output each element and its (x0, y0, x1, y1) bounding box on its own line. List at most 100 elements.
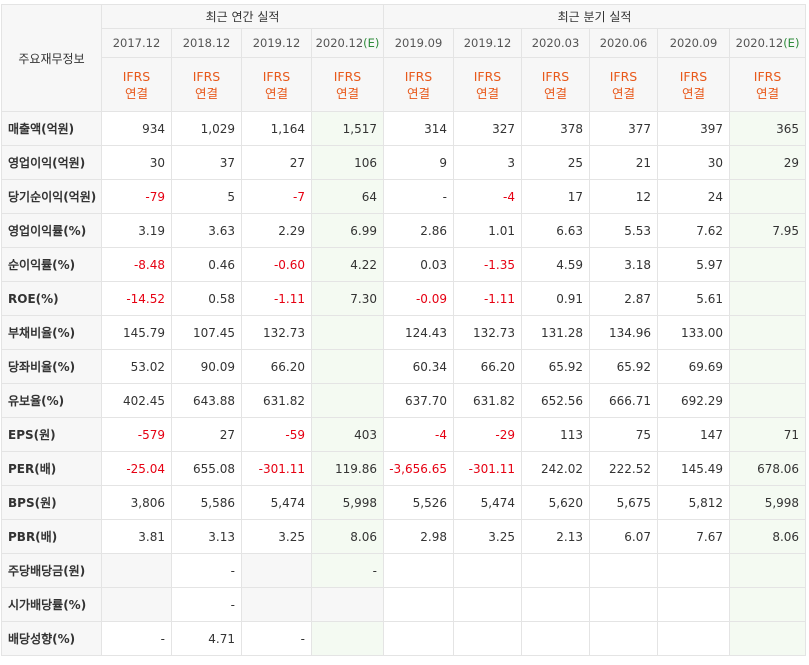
row-label-header: 주요재무정보 (1, 4, 102, 112)
table-cell (383, 553, 454, 588)
ifrs-line2: 연결 (756, 85, 780, 101)
row-label: 매출액(억원) (1, 111, 102, 146)
table-cell: -4 (383, 417, 454, 452)
ifrs-line1: IFRS (609, 68, 638, 84)
row-label: 영업이익(억원) (1, 145, 102, 180)
period-header: 2020.03 (521, 28, 590, 58)
table-cell: 5,474 (453, 485, 522, 520)
table-cell: 678.06 (728, 451, 807, 486)
table-cell: 327 (453, 111, 522, 146)
quarter-group-header: 최근 분기 실적 (382, 4, 807, 29)
table-cell: 643.88 (171, 383, 242, 418)
table-cell: 8.06 (311, 519, 384, 554)
row-label: 영업이익률(%) (1, 213, 102, 248)
table-cell: 5,998 (728, 485, 807, 520)
table-cell: 147 (657, 417, 730, 452)
table-cell: 133.00 (657, 315, 730, 350)
table-cell: 24 (657, 179, 730, 214)
table-cell: 3.19 (101, 213, 172, 248)
period-label: 2020.12 (315, 36, 364, 50)
table-cell (311, 383, 384, 418)
table-cell (728, 349, 807, 384)
table-cell: 637.70 (383, 383, 454, 418)
table-cell: 397 (657, 111, 730, 146)
table-cell: 134.96 (589, 315, 658, 350)
ifrs-label: IFRS 연결 (728, 57, 807, 112)
ifrs-label: IFRS 연결 (453, 57, 522, 112)
table-cell: 1,164 (241, 111, 312, 146)
table-cell (521, 621, 590, 656)
table-cell (101, 587, 172, 622)
table-cell: 60.34 (383, 349, 454, 384)
table-cell: -1.11 (453, 281, 522, 316)
table-cell: 66.20 (453, 349, 522, 384)
table-cell (521, 553, 590, 588)
table-cell: 5,474 (241, 485, 312, 520)
table-cell: 4.59 (521, 247, 590, 282)
row-label: 부채비율(%) (1, 315, 102, 350)
ifrs-line2: 연결 (264, 85, 288, 101)
table-row: 당좌비율(%) 53.02 90.09 66.20 60.34 66.20 65.92 65.… (1, 349, 807, 384)
table-cell: 5,812 (657, 485, 730, 520)
table-row: PBR(배) 3.81 3.13 3.25 8.06 2.98 3.25 2.13 6.07 7.… (1, 519, 807, 554)
table-cell: -59 (241, 417, 312, 452)
table-cell: 64 (311, 179, 384, 214)
row-label: EPS(원) (1, 417, 102, 452)
table-cell: 655.08 (171, 451, 242, 486)
table-cell: - (383, 179, 454, 214)
table-cell: 5,586 (171, 485, 242, 520)
table-cell: 90.09 (171, 349, 242, 384)
table-cell (453, 587, 522, 622)
period-header: 2020.09 (657, 28, 730, 58)
table-cell: 3.13 (171, 519, 242, 554)
table-cell: -301.11 (453, 451, 522, 486)
table-cell: 71 (728, 417, 807, 452)
table-cell (657, 553, 730, 588)
table-cell: - (241, 621, 312, 656)
table-row: 주당배당금(원) - - (1, 553, 807, 588)
table-cell: 5 (171, 179, 242, 214)
table-cell: 0.91 (521, 281, 590, 316)
ifrs-label: IFRS 연결 (241, 57, 312, 112)
table-cell: 3.25 (453, 519, 522, 554)
table-cell: 30 (101, 145, 172, 180)
table-cell: 5.97 (657, 247, 730, 282)
table-cell (521, 587, 590, 622)
table-cell: 145.49 (657, 451, 730, 486)
table-row: 당기순이익(억원) -79 5 -7 64- -4 17 12 24 (1, 179, 807, 214)
period-header: 2017.12 (101, 28, 172, 58)
table-cell: 631.82 (453, 383, 522, 418)
table-cell: 124.43 (383, 315, 454, 350)
table-cell: 0.46 (171, 247, 242, 282)
ifrs-line1: IFRS (541, 68, 570, 84)
table-cell: -8.48 (101, 247, 172, 282)
table-cell: 27 (241, 145, 312, 180)
ifrs-label: IFRS 연결 (657, 57, 730, 112)
table-cell: 3.81 (101, 519, 172, 554)
period-label: 2020.09 (669, 36, 718, 50)
table-cell: 6.63 (521, 213, 590, 248)
table-cell (728, 553, 807, 588)
table-cell: 106 (311, 145, 384, 180)
table-row: 영업이익(억원) 30 37 27 106 9 3 25 21 30 29 (1, 145, 807, 180)
table-cell: -0.09 (383, 281, 454, 316)
table-row: BPS(원) 3,806 5,586 5,474 5,998 5,526 5,474 5,62… (1, 485, 807, 520)
row-label: 당좌비율(%) (1, 349, 102, 384)
table-cell: 27 (171, 417, 242, 452)
table-cell (241, 553, 312, 588)
table-cell (728, 315, 807, 350)
ifrs-line2: 연결 (475, 85, 499, 101)
estimate-mark: (E) (783, 36, 800, 50)
period-label: 2020.06 (599, 36, 648, 50)
table-row: 시가배당률(%) - (1, 587, 807, 622)
table-cell: 12 (589, 179, 658, 214)
table-cell: 403 (311, 417, 384, 452)
ifrs-line1: IFRS (333, 68, 362, 84)
ifrs-line1: IFRS (122, 68, 151, 84)
period-header-row: 2017.12 2018.12 2019.12 2020.12(E) 2019.09 20… (2, 28, 807, 58)
period-label: 2018.12 (182, 36, 231, 50)
table-cell: 1,517 (311, 111, 384, 146)
ifrs-line1: IFRS (404, 68, 433, 84)
ifrs-line2: 연결 (194, 85, 218, 101)
table-cell: 3,806 (101, 485, 172, 520)
